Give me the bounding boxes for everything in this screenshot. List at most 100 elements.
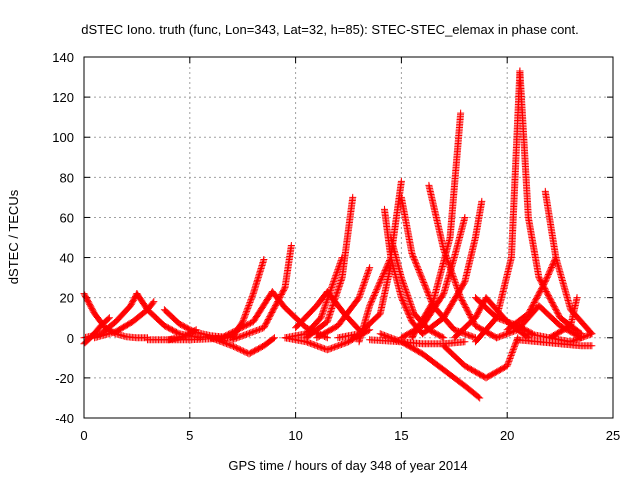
data-point [512, 340, 520, 348]
data-point [507, 353, 515, 361]
y-tick-label: 20 [60, 291, 74, 306]
data-point [448, 270, 456, 278]
data-point [413, 261, 421, 269]
data-point [237, 333, 245, 341]
data-point [443, 256, 451, 264]
data-point [228, 336, 236, 344]
data-point [287, 242, 295, 250]
data-point [440, 246, 448, 254]
data-point [377, 277, 385, 285]
data-point [400, 280, 408, 288]
data-point [357, 288, 365, 296]
data-point [402, 287, 410, 295]
data-point [249, 291, 257, 299]
data-point [358, 286, 366, 294]
data-point [359, 283, 367, 291]
data-point [383, 262, 391, 270]
data-point [406, 299, 414, 307]
data-point [510, 344, 518, 352]
series-7 [143, 256, 268, 344]
data-point [461, 338, 469, 346]
data-point [191, 327, 199, 335]
data-point [366, 300, 374, 308]
data-point [375, 280, 383, 288]
data-point [245, 301, 253, 309]
data-point [254, 326, 262, 334]
data-point [398, 277, 406, 285]
data-point [403, 290, 411, 298]
data-point [375, 281, 383, 289]
data-point [407, 301, 415, 309]
data-point [240, 315, 248, 323]
data-point [270, 334, 278, 342]
data-point [322, 299, 330, 307]
data-point [234, 334, 242, 342]
data-point [440, 247, 448, 255]
series-10 [228, 242, 295, 344]
data-point [510, 343, 518, 351]
data-point [361, 277, 369, 285]
data-point [332, 272, 340, 280]
data-point [241, 312, 249, 320]
data-point [408, 250, 416, 258]
data-point [231, 335, 239, 343]
data-point [241, 310, 249, 318]
data-point [397, 274, 405, 282]
y-tick-label: 40 [60, 251, 74, 266]
data-point [330, 276, 338, 284]
data-point [248, 294, 256, 302]
data-point [366, 264, 374, 272]
data-point [373, 284, 381, 292]
data-point [444, 258, 452, 266]
y-tick-label: 100 [52, 130, 74, 145]
y-tick-label: 140 [52, 50, 74, 65]
data-point [317, 314, 325, 322]
series-29 [440, 334, 522, 382]
data-point [412, 258, 420, 266]
data-point [420, 280, 428, 288]
data-point [150, 298, 158, 306]
data-point [371, 290, 379, 298]
series-22 [376, 330, 484, 402]
data-point [401, 283, 409, 291]
data-point [416, 268, 424, 276]
data-point [244, 303, 252, 311]
data-point [370, 293, 378, 301]
data-point [364, 268, 372, 276]
data-point [332, 270, 340, 278]
data-point [452, 280, 460, 288]
data-point [420, 279, 428, 287]
data-point [446, 264, 454, 272]
data-point [373, 286, 381, 294]
series-17 [355, 177, 405, 346]
data-point [421, 281, 429, 289]
data-point [422, 284, 430, 292]
data-point [248, 293, 256, 301]
data-point [509, 347, 517, 355]
data-point [438, 333, 446, 341]
data-point [105, 314, 113, 322]
data-point [323, 297, 331, 305]
data-point [476, 394, 484, 402]
data-point [241, 331, 249, 339]
data-point [423, 286, 431, 294]
series-26 [419, 197, 486, 338]
data-point [331, 273, 339, 281]
data-point [505, 356, 513, 364]
data-point [449, 273, 457, 281]
data-point [450, 276, 458, 284]
y-tick-label: -20 [55, 371, 74, 386]
data-point [398, 275, 406, 283]
data-point [446, 262, 454, 270]
y-tick-label: 60 [60, 210, 74, 225]
data-point [586, 330, 594, 338]
data-point [507, 352, 515, 360]
data-point [364, 270, 372, 278]
data-point [551, 255, 559, 263]
series-32 [493, 302, 585, 342]
data-point [443, 255, 451, 263]
data-point [244, 330, 252, 338]
data-point [441, 250, 449, 258]
y-tick-label: 0 [67, 331, 74, 346]
data-point [508, 350, 516, 358]
